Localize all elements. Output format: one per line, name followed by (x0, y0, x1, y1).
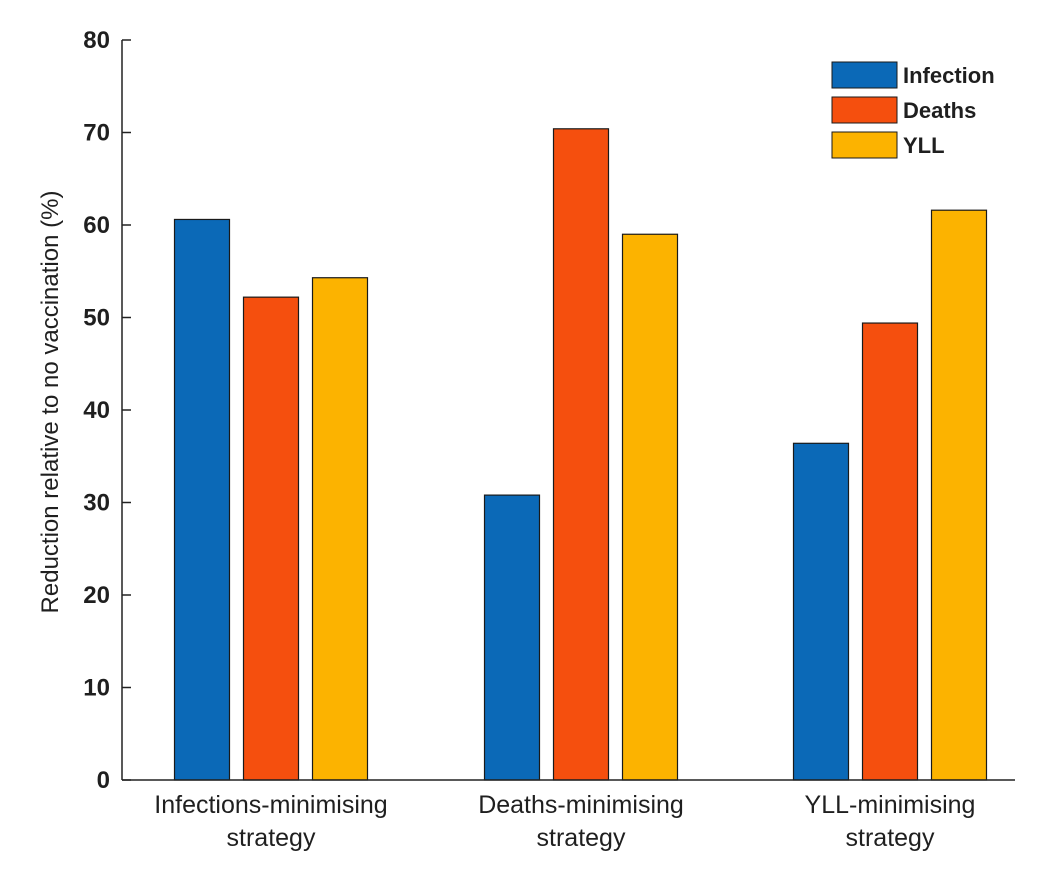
y-tick-label: 10 (83, 675, 110, 702)
y-tick-label: 0 (97, 767, 110, 794)
legend-label-yll: YLL (903, 133, 945, 158)
legend-swatch-yll (831, 131, 898, 159)
y-tick-label: 70 (83, 120, 110, 147)
bar-deaths-2 (552, 128, 610, 781)
bar-yll-2 (621, 233, 679, 781)
y-tick-label: 50 (83, 305, 110, 332)
y-axis-title: Reduction relative to no vaccination (%) (37, 191, 64, 614)
x-category-label: YLL-minimising strategy (805, 791, 976, 852)
bar-infection-3 (792, 442, 850, 781)
bar-infection-1 (173, 218, 231, 781)
x-category-label: Infections-minimising strategy (154, 791, 387, 852)
bars (173, 128, 988, 781)
legend: Infection Deaths YLL (825, 55, 1002, 166)
y-axis-ticks: 0 10 20 30 40 50 60 70 80 (83, 27, 131, 794)
x-category-label: Deaths-minimising strategy (478, 791, 684, 852)
y-tick-label: 40 (83, 397, 110, 424)
axes (121, 40, 1015, 781)
legend-label-infection: Infection (903, 63, 995, 88)
bar-yll-1 (311, 277, 369, 781)
bar-deaths-1 (242, 296, 300, 781)
x-axis-category-labels: Infections-minimising strategy Deaths-mini… (154, 791, 975, 852)
legend-swatch-deaths (831, 96, 898, 124)
legend-label-deaths: Deaths (903, 98, 976, 123)
y-tick-label: 60 (83, 212, 110, 239)
legend-swatch-infection (831, 61, 898, 89)
y-tick-label: 30 (83, 490, 110, 517)
bar-infection-2 (483, 494, 541, 781)
bar-deaths-3 (861, 322, 919, 781)
y-tick-label: 20 (83, 582, 110, 609)
y-tick-label: 80 (83, 27, 110, 54)
bar-yll-3 (930, 209, 988, 781)
